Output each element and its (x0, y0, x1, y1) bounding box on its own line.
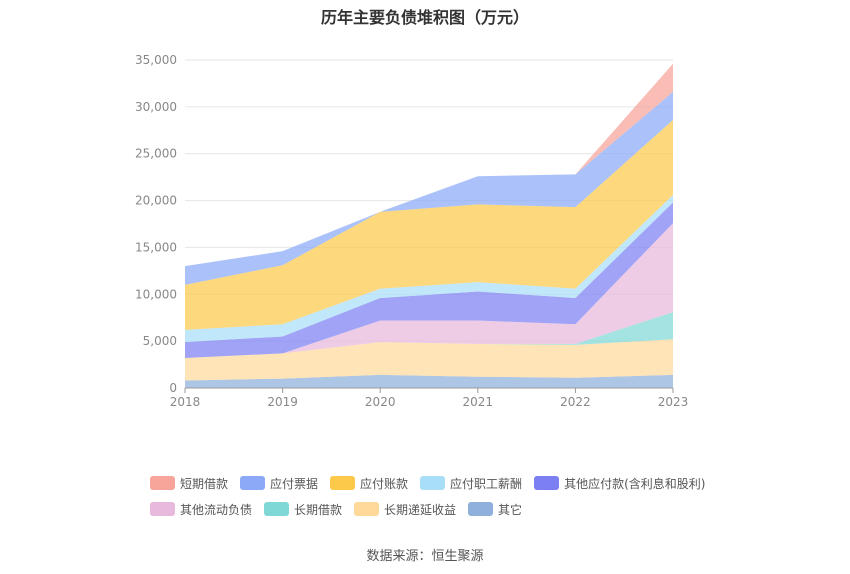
chart-title: 历年主要负债堆积图（万元） (320, 8, 529, 27)
x-tick-label: 2022 (560, 395, 591, 409)
y-tick-label: 0 (169, 381, 177, 395)
source-note: 数据来源：恒生聚源 (366, 549, 484, 564)
legend-item[interactable]: 长期借款 (264, 501, 342, 518)
area-series-2[interactable] (185, 91, 673, 285)
legend-row: 短期借款 应付票据 应付账款 应付职工薪酬 其他应付款(含利息和股利) (150, 472, 750, 494)
legend-swatch (150, 476, 175, 490)
legend-swatch (150, 502, 175, 516)
legend-label: 长期借款 (294, 502, 343, 517)
legend-item[interactable]: 其他流动负债 (150, 501, 252, 518)
legend-swatch (468, 502, 494, 516)
stacked-area-chart: 0 5,000 10,000 15,000 20,000 25,000 30,000 35,0… (135, 53, 688, 409)
legend-item[interactable]: 其它 (468, 501, 522, 518)
legend-item[interactable]: 应付票据 (240, 475, 318, 492)
x-tick-label: 2018 (170, 395, 201, 409)
legend: 短期借款 应付票据 应付账款 应付职工薪酬 其他应付款(含利息和股利) 其他流动负债 长期… (150, 472, 750, 524)
y-tick-label: 10,000 (135, 287, 177, 301)
area-series-4[interactable] (185, 194, 673, 343)
y-tick-label: 30,000 (135, 100, 177, 114)
axes: 0 5,000 10,000 15,000 20,000 25,000 30,000 35,0… (135, 53, 688, 409)
y-tick-label: 5,000 (143, 334, 177, 348)
legend-item[interactable]: 应付职工薪酬 (420, 475, 522, 492)
y-tick-label: 25,000 (135, 147, 177, 161)
area-layer (185, 63, 673, 388)
legend-label: 短期借款 (180, 476, 229, 491)
area-series-3[interactable] (185, 119, 673, 330)
legend-swatch (264, 502, 290, 516)
x-tick-label: 2021 (463, 395, 494, 409)
legend-label: 应付票据 (270, 476, 319, 491)
y-tick-label: 15,000 (135, 240, 177, 254)
legend-label: 应付账款 (360, 476, 409, 491)
legend-swatch (534, 476, 560, 490)
legend-item[interactable]: 短期借款 (150, 475, 228, 492)
legend-label: 其他流动负债 (180, 502, 253, 517)
legend-item[interactable]: 其他应付款(含利息和股利) (534, 475, 705, 492)
legend-swatch (354, 502, 380, 516)
y-tick-label: 20,000 (135, 194, 177, 208)
y-tick-label: 35,000 (135, 53, 177, 67)
legend-label: 长期递延收益 (384, 502, 457, 517)
x-tick-label: 2020 (365, 395, 396, 409)
area-series-8[interactable] (185, 339, 673, 381)
x-tick-label: 2019 (267, 395, 298, 409)
legend-swatch (420, 476, 446, 490)
legend-label: 其它 (498, 502, 523, 517)
legend-swatch (330, 476, 356, 490)
legend-swatch (240, 476, 266, 490)
legend-item[interactable]: 长期递延收益 (354, 501, 456, 518)
legend-item[interactable]: 应付账款 (330, 475, 408, 492)
area-series-5[interactable] (185, 202, 673, 359)
x-tick-label: 2023 (658, 395, 689, 409)
area-series-6[interactable] (185, 223, 673, 359)
legend-row: 其他流动负债 长期借款 长期递延收益 其它 (150, 498, 750, 520)
legend-label: 其他应付款(含利息和股利) (564, 476, 706, 491)
legend-label: 应付职工薪酬 (450, 476, 523, 491)
area-series-9[interactable] (185, 374, 673, 388)
